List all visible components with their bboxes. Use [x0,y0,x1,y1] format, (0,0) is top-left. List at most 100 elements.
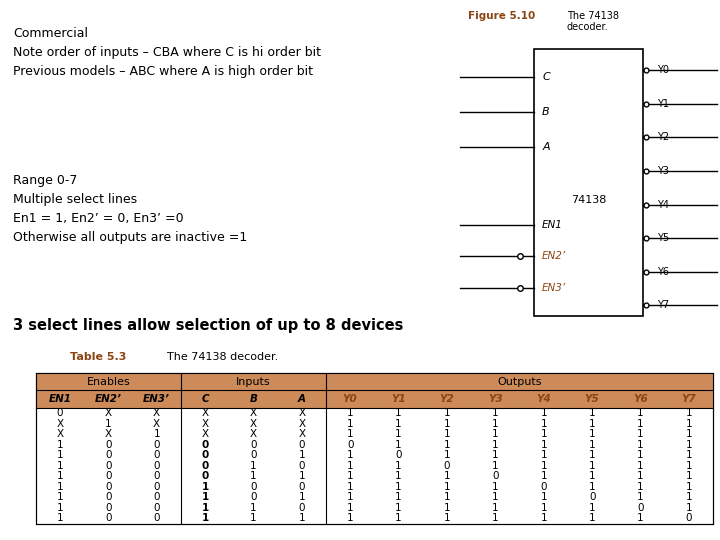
Text: 1: 1 [347,418,354,429]
Text: 1: 1 [589,408,595,418]
Text: X: X [153,408,161,418]
Text: 1: 1 [492,408,499,418]
Text: Y0: Y0 [343,394,358,404]
Text: 0: 0 [589,492,595,502]
Text: Enables: Enables [86,377,130,387]
Text: 1: 1 [347,471,354,481]
Text: 1: 1 [589,471,595,481]
Text: 1: 1 [202,503,209,513]
Text: X: X [202,408,209,418]
Text: 1: 1 [395,429,402,439]
Text: X: X [56,418,63,429]
Text: 1: 1 [492,503,499,513]
Text: EN1: EN1 [48,394,71,404]
Text: 1: 1 [637,482,644,492]
FancyBboxPatch shape [36,373,713,390]
Text: 1: 1 [57,514,63,523]
Text: 0: 0 [153,471,160,481]
Text: Y6: Y6 [633,394,648,404]
Text: 1: 1 [444,418,450,429]
Text: 0: 0 [299,482,305,492]
Text: 1: 1 [347,503,354,513]
Text: B: B [542,107,550,117]
Text: 0: 0 [202,461,209,471]
Text: 1: 1 [541,461,547,471]
FancyBboxPatch shape [534,49,644,316]
Text: 1: 1 [541,408,547,418]
Text: 1: 1 [492,492,499,502]
Text: C: C [542,72,550,82]
Text: 0: 0 [105,482,112,492]
Text: 1: 1 [347,450,354,460]
Text: 0: 0 [202,450,209,460]
Text: 1: 1 [444,408,450,418]
Text: Y7: Y7 [682,394,696,404]
Text: 1: 1 [395,408,402,418]
Text: 1: 1 [250,461,257,471]
Text: 1: 1 [637,450,644,460]
Text: 0: 0 [105,440,112,450]
Text: 0: 0 [153,503,160,513]
Text: 1: 1 [685,408,692,418]
Text: 1: 1 [57,471,63,481]
FancyBboxPatch shape [36,390,713,408]
Text: 1: 1 [299,450,305,460]
Text: 1: 1 [202,514,209,523]
Text: 0: 0 [105,514,112,523]
Text: 1: 1 [250,471,257,481]
Text: 0: 0 [541,482,547,492]
Text: 1: 1 [589,418,595,429]
Text: 1: 1 [637,418,644,429]
Text: 0: 0 [299,440,305,450]
Text: 1: 1 [492,429,499,439]
Text: 0: 0 [153,482,160,492]
Text: Y7: Y7 [657,300,669,310]
Text: 1: 1 [492,482,499,492]
Text: Y3: Y3 [657,166,669,176]
Text: 1: 1 [589,503,595,513]
Text: 1: 1 [395,514,402,523]
Text: 0: 0 [250,492,257,502]
Text: 1: 1 [541,503,547,513]
Text: 0: 0 [105,461,112,471]
Text: 1: 1 [685,482,692,492]
Text: 0: 0 [250,450,257,460]
Text: 0: 0 [105,471,112,481]
Text: Figure 5.10: Figure 5.10 [468,10,536,21]
Text: 1: 1 [541,471,547,481]
Text: 0: 0 [299,461,305,471]
Text: 0: 0 [202,471,209,481]
Text: Y5: Y5 [657,233,669,243]
Text: 0: 0 [153,514,160,523]
Text: X: X [104,408,112,418]
Text: X: X [250,429,257,439]
Text: 1: 1 [637,461,644,471]
Text: 1: 1 [589,450,595,460]
Text: 1: 1 [299,492,305,502]
Text: 0: 0 [444,461,450,471]
Text: 0: 0 [637,503,644,513]
Text: 0: 0 [105,503,112,513]
Text: 1: 1 [589,440,595,450]
Text: 1: 1 [299,471,305,481]
Text: Outputs: Outputs [498,377,542,387]
Text: 0: 0 [250,440,257,450]
Text: 1: 1 [444,482,450,492]
Text: EN1: EN1 [542,220,563,229]
Text: 1: 1 [347,492,354,502]
Text: X: X [56,429,63,439]
Text: 1: 1 [444,450,450,460]
Text: X: X [104,429,112,439]
Text: Y4: Y4 [536,394,551,404]
Text: C: C [202,394,209,404]
Text: 1: 1 [347,429,354,439]
Text: 1: 1 [637,408,644,418]
Text: 1: 1 [395,471,402,481]
Text: 1: 1 [347,482,354,492]
Text: 1: 1 [685,418,692,429]
Text: EN3’: EN3’ [542,283,567,293]
Text: EN2’: EN2’ [542,251,567,261]
Text: 0: 0 [153,450,160,460]
Text: 0: 0 [105,492,112,502]
Text: 1: 1 [444,440,450,450]
